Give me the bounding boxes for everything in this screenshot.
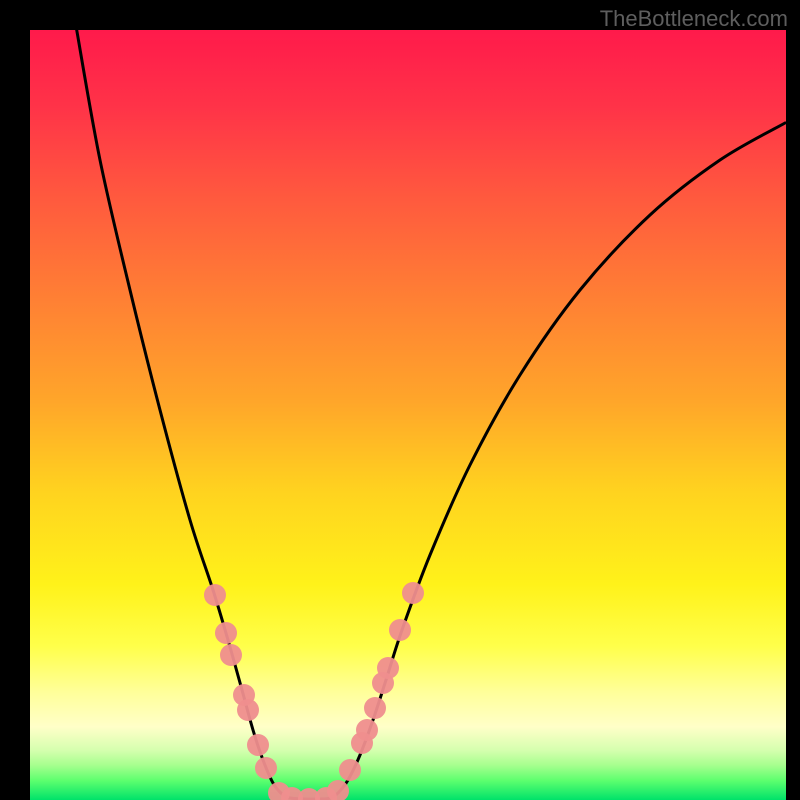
data-marker xyxy=(255,757,277,779)
data-marker xyxy=(215,622,237,644)
data-marker xyxy=(220,644,242,666)
data-marker xyxy=(327,780,349,800)
curve-layer xyxy=(30,30,786,800)
data-marker xyxy=(402,582,424,604)
plot-area xyxy=(30,30,786,800)
data-marker xyxy=(237,699,259,721)
data-marker xyxy=(364,697,386,719)
data-marker xyxy=(204,584,226,606)
watermark-text: TheBottleneck.com xyxy=(600,6,788,32)
data-marker xyxy=(247,734,269,756)
data-marker xyxy=(339,759,361,781)
data-marker xyxy=(356,719,378,741)
data-marker xyxy=(389,619,411,641)
data-marker xyxy=(377,657,399,679)
bottleneck-curve xyxy=(76,30,785,799)
